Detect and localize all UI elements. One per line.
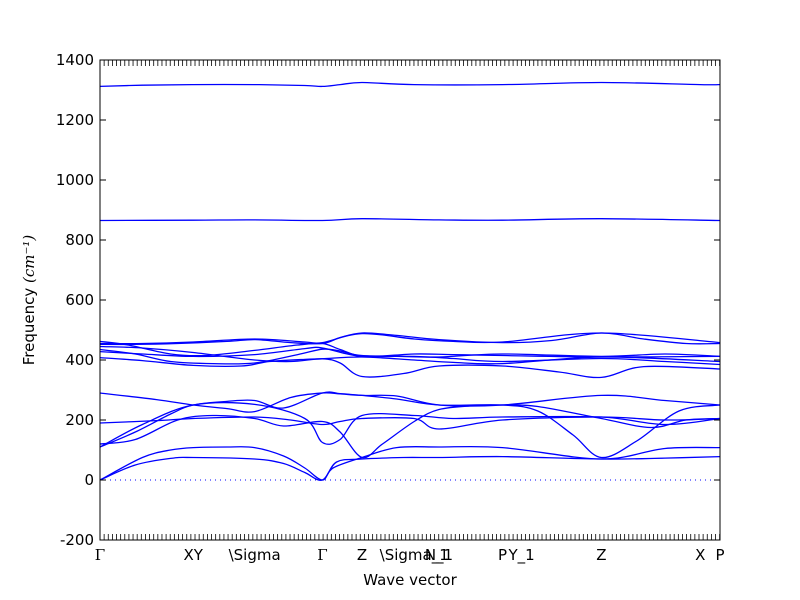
band-line-8 [100,392,720,413]
y-axis-label: Frequency (cm⁻¹) [20,235,38,366]
y-tick-label: 200 [65,411,94,429]
x-tick-label: Y_1 [507,546,534,565]
band-line-12 [100,445,720,481]
band-line-7 [100,345,720,379]
band-line-5 [100,348,720,366]
axis-ticks [99,59,721,541]
x-tick-label: \Sigma [229,546,281,564]
y-tick-label: 800 [65,231,94,249]
x-tick-label: P [715,546,724,564]
band-line-1 [100,81,720,88]
y-axis-label-text: Frequency [20,288,38,366]
band-line-6 [100,356,720,367]
y-tick-label: 1000 [56,171,94,189]
x-tick-label: N_1 [425,546,453,565]
band-line-13 [100,455,720,481]
band-line-2 [100,218,720,222]
y-tick-label: -200 [60,531,94,549]
x-tick-label: X [695,546,705,564]
band-lines [100,81,720,481]
band-line-4 [100,340,720,358]
x-tick-labels: Γ XY \Sigma Γ Z \Sigma_1N_1 P Y_1 Z X P [95,546,725,565]
band-line-15 [100,332,720,345]
band-line-11 [100,416,720,430]
y-tick-label: 0 [84,471,94,489]
x-tick-label: Z [596,546,606,564]
x-tick-label: Z [357,546,367,564]
y-tick-label: 1400 [56,51,94,69]
y-tick-label: 600 [65,291,94,309]
y-axis-label-unit: (cm⁻¹) [20,235,38,283]
x-tick-label: P [498,546,507,564]
y-tick-labels: -200 0 200 400 600 800 1000 1200 1400 [56,51,94,549]
plot-frame [99,59,721,541]
y-tick-label: 1200 [56,111,94,129]
x-tick-label: Γ [95,546,105,564]
band-line-16 [100,346,720,358]
x-tick-label: XY [183,546,203,564]
x-tick-label: \Sigma_1 [380,546,449,565]
band-line-10 [100,404,720,459]
x-axis-label: Wave vector [363,571,457,589]
y-tick-label: 400 [65,351,94,369]
x-tick-label: Γ [317,546,327,564]
band-line-14 [100,401,720,448]
